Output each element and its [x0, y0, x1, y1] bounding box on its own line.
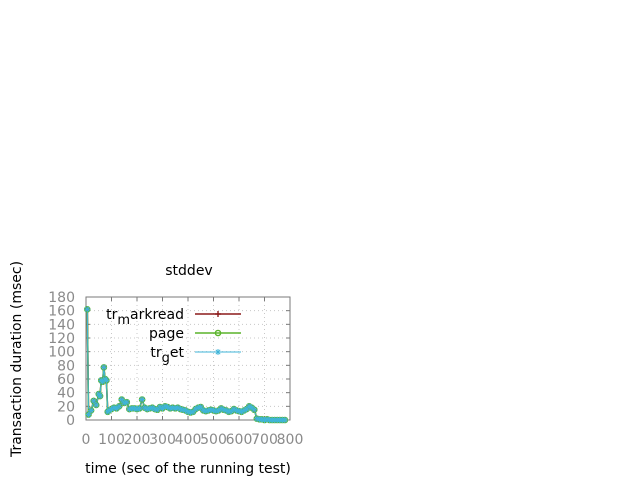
data-point-tr_get — [103, 377, 110, 384]
y-tick-label: 0 — [66, 413, 75, 429]
y-tick-label: 20 — [57, 399, 75, 415]
data-point-tr_get — [251, 406, 258, 413]
x-tick-label: 500 — [200, 432, 227, 448]
data-point-tr_get — [241, 407, 248, 414]
x-tick-label: 0 — [82, 432, 91, 448]
data-point-tr_get — [90, 397, 97, 404]
data-point-tr_get — [139, 396, 146, 403]
data-point-tr_get — [220, 406, 227, 413]
data-point-tr_get — [197, 404, 204, 411]
legend-label: trmarkread — [106, 307, 184, 328]
data-point-tr_get — [88, 407, 95, 414]
y-tick-label: 40 — [57, 386, 75, 402]
data-point-tr_get — [97, 393, 104, 400]
data-point-tr_get — [85, 411, 92, 418]
x-axis-label: time (sec of the running test) — [85, 461, 291, 477]
data-point-tr_get — [261, 417, 268, 423]
x-tick-label: 100 — [98, 432, 125, 448]
legend-marker — [215, 349, 221, 355]
data-point-tr_get — [118, 396, 125, 403]
y-tick-label: 60 — [57, 372, 75, 388]
x-tick-label: 700 — [251, 432, 278, 448]
data-point-tr_get — [123, 399, 130, 406]
y-tick-label: 180 — [48, 290, 75, 306]
data-point-tr_get — [144, 406, 151, 413]
legend-label: trget — [150, 345, 184, 366]
legend-marker — [215, 311, 221, 317]
chart-title: stddev — [165, 263, 212, 279]
legend-marker — [214, 329, 222, 337]
y-tick-label: 160 — [48, 304, 75, 320]
y-tick-label: 140 — [48, 317, 75, 333]
data-point-tr_get — [136, 405, 143, 412]
x-tick-label: 800 — [277, 432, 304, 448]
x-tick-label: 600 — [226, 432, 253, 448]
data-point-tr_get — [116, 403, 123, 410]
x-tick-label: 400 — [175, 432, 202, 448]
y-tick-label: 120 — [48, 331, 75, 347]
y-tick-label: 100 — [48, 345, 75, 361]
y-axis-label: Transaction duration (msec) — [9, 261, 25, 458]
legend-label: page — [149, 326, 184, 342]
data-point-tr_get — [93, 401, 100, 408]
data-point-tr_get — [238, 408, 245, 415]
x-tick-label: 200 — [124, 432, 151, 448]
data-point-tr_get — [84, 306, 91, 313]
data-point-tr_get — [213, 408, 220, 415]
x-tick-label: 300 — [149, 432, 176, 448]
marker-layer — [83, 305, 289, 424]
data-point-tr_get — [281, 417, 288, 423]
data-point-tr_get — [100, 364, 107, 371]
y-tick-label: 80 — [57, 358, 75, 374]
